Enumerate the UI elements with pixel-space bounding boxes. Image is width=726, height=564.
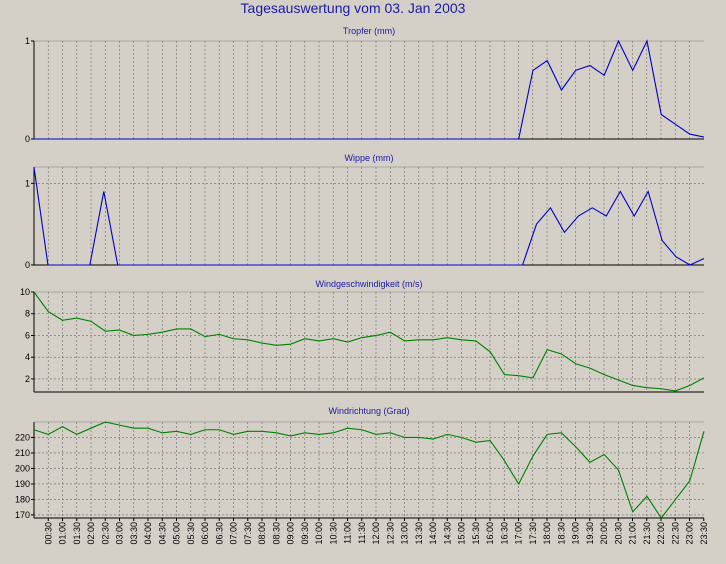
tropfer-mm-series-line xyxy=(34,39,705,140)
windrichtung-grad-y-tick-label: 210 xyxy=(15,448,30,458)
x-tick-label: 06:30 xyxy=(214,522,224,545)
windrichtung-grad-series-line xyxy=(33,421,705,519)
x-tick-label: 19:00 xyxy=(571,522,581,545)
x-tick-label: 00:30 xyxy=(43,522,53,545)
wippe-mm-panel: Wippe (mm) 0 1 xyxy=(25,153,705,270)
windgeschwindigkeit-m-s-series-line xyxy=(33,291,705,392)
windrichtung-grad-panel: Windrichtung (Grad) 170 180 190 200 210 220 xyxy=(15,406,705,520)
windgeschwindigkeit-m-s-panel: Windgeschwindigkeit (m/s) 2 4 6 8 10 xyxy=(20,279,705,393)
tropfer-mm-y-tick-label: 0 xyxy=(25,134,30,144)
x-tick-label: 11:30 xyxy=(357,522,367,544)
x-tick-label: 22:30 xyxy=(670,522,680,545)
x-tick-label: 20:30 xyxy=(613,522,623,545)
windgeschwindigkeit-m-s-title: Windgeschwindigkeit (m/s) xyxy=(315,279,422,289)
windrichtung-grad-y-tick-label: 220 xyxy=(15,432,30,442)
tropfer-mm-grid xyxy=(47,41,690,139)
x-tick-label: 02:00 xyxy=(86,522,96,545)
windgeschwindigkeit-m-s-y-tick-label: 2 xyxy=(25,374,30,384)
wippe-mm-grid xyxy=(34,167,704,265)
x-tick-label: 05:30 xyxy=(186,522,196,545)
x-tick-label: 01:30 xyxy=(72,522,82,545)
x-tick-label: 04:30 xyxy=(157,522,167,545)
x-tick-label: 12:30 xyxy=(385,522,395,545)
x-tick-label: 10:30 xyxy=(328,522,338,545)
x-tick-label: 16:30 xyxy=(499,522,509,545)
x-tick-label: 14:00 xyxy=(428,522,438,545)
x-tick-label: 15:30 xyxy=(471,522,481,545)
x-tick-label: 19:30 xyxy=(585,522,595,545)
wippe-mm-title: Wippe (mm) xyxy=(345,153,394,163)
x-tick-label: 09:00 xyxy=(286,522,296,545)
x-tick-label: 13:00 xyxy=(400,522,410,545)
x-tick-label: 08:30 xyxy=(271,522,281,545)
time-axis: 00:30 01:00 01:30 02:00 02:30 03:00 03:30 04:00… xyxy=(43,518,709,545)
chart-panels: Tropfer (mm) 0 1 Wippe (mm) 0 1 Windgeschwindi… xyxy=(15,26,705,520)
windgeschwindigkeit-m-s-y-tick-label: 6 xyxy=(25,330,30,340)
wippe-mm-series-line xyxy=(33,166,705,266)
windgeschwindigkeit-m-s-plot-area xyxy=(34,292,704,392)
windrichtung-grad-y-tick-label: 180 xyxy=(15,494,30,504)
windgeschwindigkeit-m-s-y-tick-label: 8 xyxy=(25,309,30,319)
windgeschwindigkeit-m-s-grid xyxy=(34,292,704,392)
wippe-mm-plot-area xyxy=(34,167,704,265)
x-tick-label: 07:00 xyxy=(229,522,239,545)
x-tick-label: 15:00 xyxy=(457,522,467,545)
windrichtung-grad-grid xyxy=(34,422,704,518)
windrichtung-grad-y-tick-label: 200 xyxy=(15,463,30,473)
tropfer-mm-y-tick-label: 1 xyxy=(25,36,30,46)
tropfer-mm-plot-area xyxy=(34,41,704,139)
x-tick-label: 08:00 xyxy=(257,522,267,545)
windrichtung-grad-plot-area xyxy=(34,422,704,518)
x-tick-label: 21:00 xyxy=(628,522,638,545)
x-tick-label: 10:00 xyxy=(314,522,324,545)
x-tick-label: 14:30 xyxy=(442,522,452,545)
windrichtung-grad-title: Windrichtung (Grad) xyxy=(328,406,409,416)
wippe-mm-y-tick-label: 0 xyxy=(25,260,30,270)
windrichtung-grad-y-tick-label: 190 xyxy=(15,479,30,489)
x-tick-label: 23:30 xyxy=(699,522,709,545)
tropfer-mm-title: Tropfer (mm) xyxy=(343,26,395,36)
x-tick-label: 17:00 xyxy=(514,522,524,545)
x-tick-label: 03:00 xyxy=(115,522,125,545)
x-tick-label: 17:30 xyxy=(528,522,538,545)
x-tick-label: 18:30 xyxy=(556,522,566,545)
windrichtung-grad-y-tick-label: 170 xyxy=(15,510,30,520)
x-tick-label: 01:00 xyxy=(58,522,68,545)
x-tick-label: 06:00 xyxy=(200,522,210,545)
x-tick-label: 05:00 xyxy=(172,522,182,545)
x-tick-label: 22:00 xyxy=(656,522,666,545)
windgeschwindigkeit-m-s-y-tick-label: 4 xyxy=(25,352,30,362)
windgeschwindigkeit-m-s-y-tick-label: 10 xyxy=(20,287,30,297)
wippe-mm-y-tick-label: 1 xyxy=(25,178,30,188)
x-tick-label: 21:30 xyxy=(642,522,652,545)
x-tick-label: 07:30 xyxy=(243,522,253,545)
x-tick-label: 02:30 xyxy=(100,522,110,545)
x-tick-label: 23:00 xyxy=(685,522,695,545)
x-tick-label: 18:00 xyxy=(542,522,552,545)
page-title: Tagesauswertung vom 03. Jan 2003 xyxy=(241,0,466,16)
x-tick-label: 09:30 xyxy=(300,522,310,545)
x-tick-label: 13:30 xyxy=(414,522,424,545)
x-tick-label: 11:00 xyxy=(343,522,353,544)
x-tick-label: 04:00 xyxy=(143,522,153,545)
x-tick-label: 03:30 xyxy=(129,522,139,545)
x-tick-label: 12:00 xyxy=(371,522,381,545)
x-tick-label: 20:00 xyxy=(599,522,609,545)
x-tick-label: 16:00 xyxy=(485,522,495,545)
tropfer-mm-panel: Tropfer (mm) 0 1 xyxy=(25,26,705,144)
